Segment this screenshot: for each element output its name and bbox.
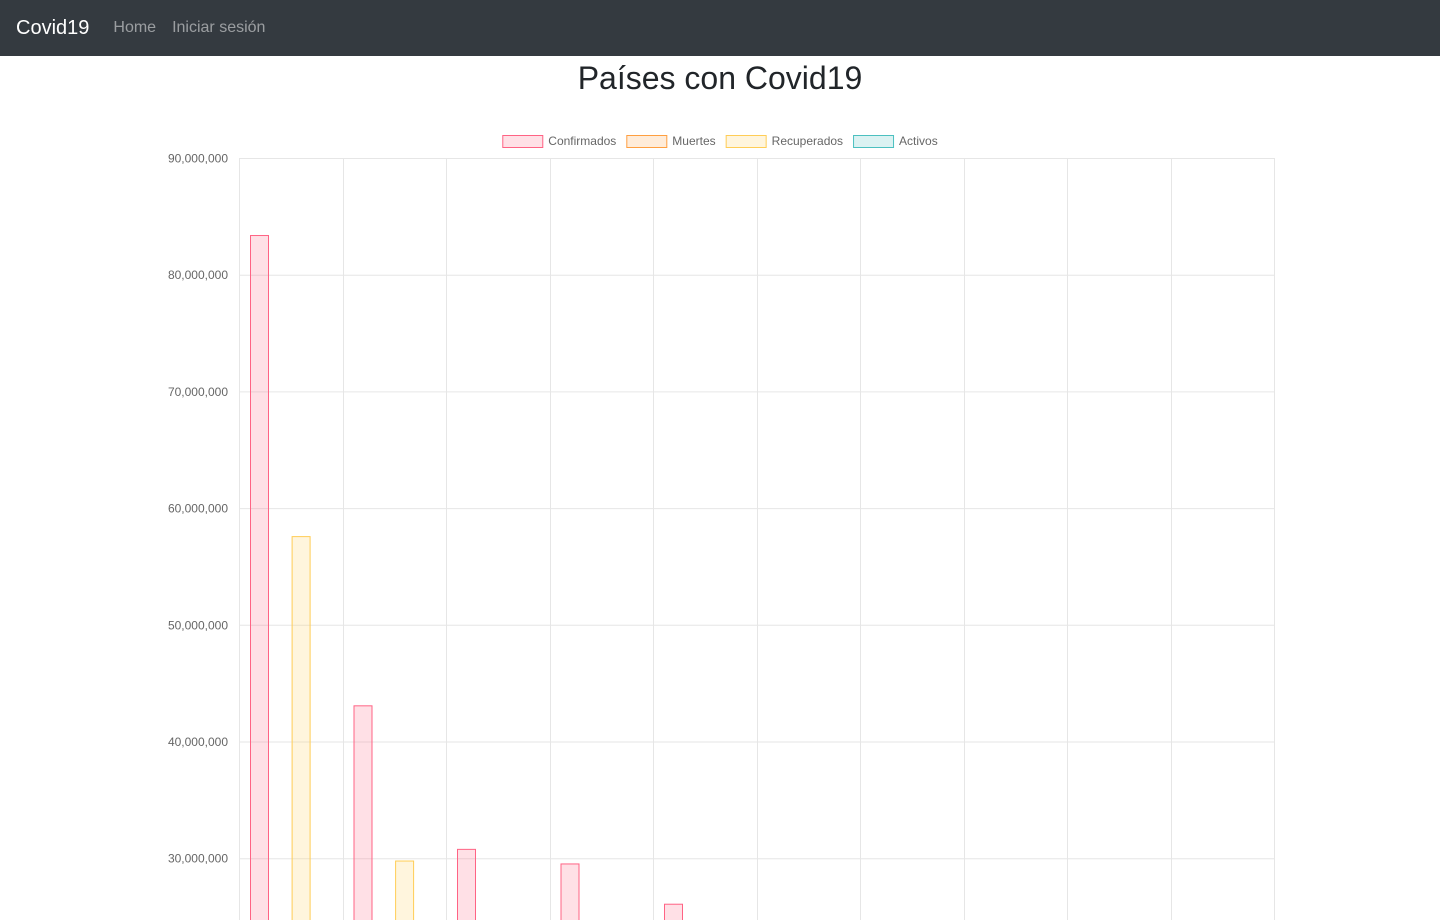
legend-label-muertes[interactable]: Muertes: [672, 134, 715, 148]
y-tick-label: 70,000,000: [168, 385, 228, 399]
bar-confirmados[interactable]: [457, 848, 476, 920]
bar-confirmados[interactable]: [250, 235, 269, 920]
y-tick-label: 90,000,000: [168, 152, 228, 166]
bar-recuperados[interactable]: [395, 860, 415, 920]
bar-confirmados[interactable]: [664, 903, 683, 920]
y-tick-label: 60,000,000: [168, 502, 228, 516]
legend-swatch-muertes[interactable]: [626, 135, 668, 148]
y-tick-label: 30,000,000: [168, 852, 228, 866]
nav-link-home[interactable]: Home: [113, 19, 157, 36]
bar-confirmados[interactable]: [353, 705, 373, 920]
legend-swatch-recuperados[interactable]: [725, 135, 767, 148]
y-tick-label: 80,000,000: [168, 268, 228, 282]
legend-swatch-activos[interactable]: [853, 135, 895, 148]
y-tick-label: 50,000,000: [168, 618, 228, 632]
legend-label-confirmados[interactable]: Confirmados: [548, 134, 616, 148]
page-title: Países con Covid19: [577, 60, 863, 96]
navbar: Covid19 Home Iniciar sesión: [0, 0, 1440, 56]
legend-label-recuperados[interactable]: Recuperados: [772, 134, 843, 148]
bar-recuperados[interactable]: [291, 536, 311, 920]
nav-link-login[interactable]: Iniciar sesión: [172, 19, 266, 36]
navbar-brand[interactable]: Covid19: [16, 16, 90, 39]
legend-label-activos[interactable]: Activos: [899, 134, 938, 148]
legend-swatch-confirmados[interactable]: [502, 135, 544, 148]
bar-confirmados[interactable]: [560, 863, 580, 920]
y-tick-label: 40,000,000: [168, 735, 228, 749]
